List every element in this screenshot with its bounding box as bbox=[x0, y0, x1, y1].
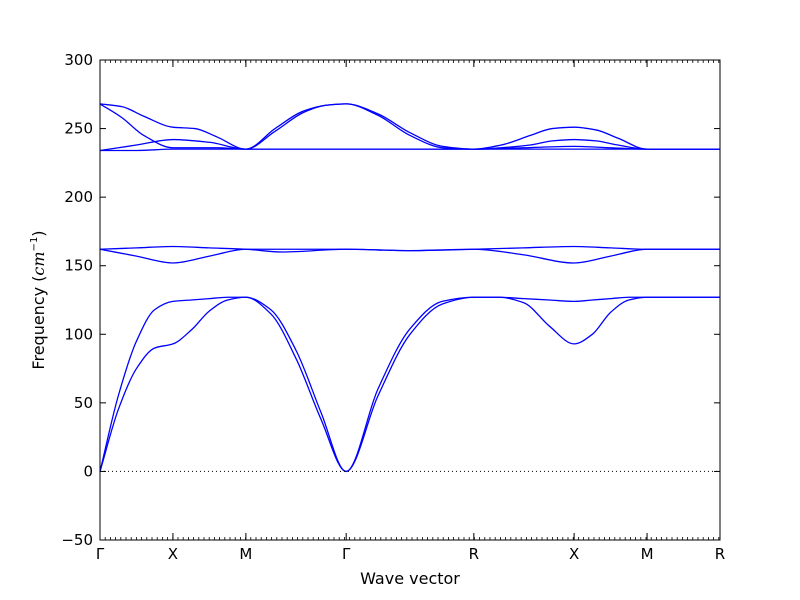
branch-line-8 bbox=[99, 103, 720, 150]
y-tick-label: 150 bbox=[64, 257, 93, 275]
y-axis-label: Frequency (cm−1) bbox=[29, 230, 48, 369]
branch-line-4 bbox=[99, 245, 720, 253]
x-tick-label: M bbox=[239, 545, 252, 563]
y-tick-label: 0 bbox=[83, 462, 93, 480]
y-tick-label: 300 bbox=[64, 51, 93, 69]
y-tick-label: 200 bbox=[64, 188, 93, 206]
branch-line-3 bbox=[99, 248, 720, 264]
series-lines bbox=[99, 103, 720, 473]
y-tick-label: −50 bbox=[61, 531, 93, 549]
y-axis-ticks: −50 0 50 100 150 200 250 300 bbox=[61, 51, 720, 549]
y-tick-label: 100 bbox=[64, 325, 93, 343]
x-tick-label: M bbox=[641, 545, 654, 563]
x-tick-label: R bbox=[469, 545, 479, 563]
y-tick-label: 50 bbox=[74, 394, 93, 412]
y-label-close: ) bbox=[29, 230, 48, 236]
x-tick-label: R bbox=[715, 545, 725, 563]
y-label-text: Frequency ( bbox=[29, 276, 48, 370]
x-tick-label: X bbox=[569, 545, 579, 563]
y-label-exponent: −1 bbox=[29, 237, 40, 252]
plot-frame bbox=[99, 59, 721, 541]
branch-line-6 bbox=[100, 148, 720, 152]
x-tick-label: Γ bbox=[342, 545, 351, 563]
branch-line-1 bbox=[99, 296, 720, 473]
y-label-unit: cm bbox=[29, 251, 48, 275]
branch-line-7 bbox=[99, 103, 720, 150]
x-tick-label: X bbox=[168, 545, 178, 563]
x-axis-label: Wave vector bbox=[360, 569, 460, 588]
branch-line-2 bbox=[99, 296, 720, 473]
x-tick-label: Γ bbox=[96, 545, 105, 563]
y-tick-label: 250 bbox=[64, 120, 93, 138]
